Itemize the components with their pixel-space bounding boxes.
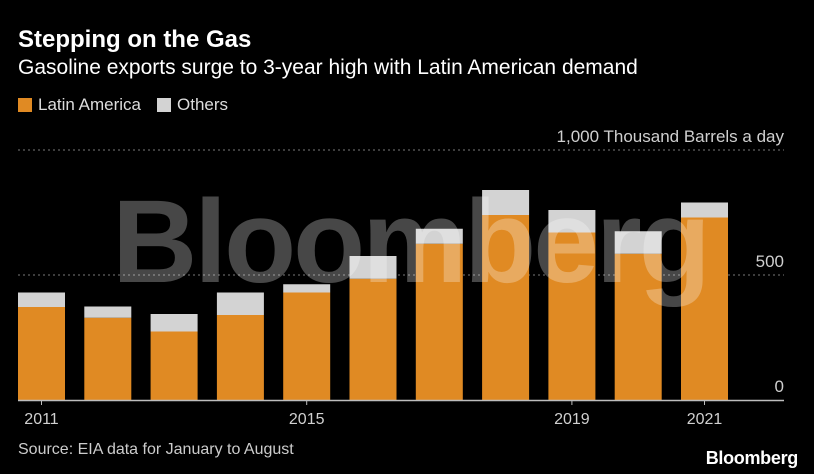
- bloomberg-watermark: Bloomberg: [112, 176, 708, 308]
- bar-latin-america-2014: [216, 315, 264, 400]
- chart-title: Stepping on the Gas: [18, 26, 252, 53]
- legend-swatch-others: [157, 98, 171, 112]
- bar-latin-america-2020: [614, 253, 662, 400]
- x-tick-label-2021: 2021: [687, 411, 723, 428]
- y-tick-label-500: 500: [756, 252, 784, 271]
- bar-latin-america-2013: [150, 331, 198, 400]
- bar-others-2018: [482, 190, 530, 215]
- y-tick-label-1000: 1,000 Thousand Barrels a day: [557, 127, 785, 146]
- chart-subtitle: Gasoline exports surge to 3-year high wi…: [18, 56, 638, 79]
- bar-others-2017: [415, 228, 463, 244]
- bar-latin-america-2012: [84, 317, 132, 400]
- x-tick-label-2011: 2011: [24, 411, 59, 428]
- bar-others-2013: [150, 314, 198, 332]
- bar-others-2020: [614, 231, 662, 254]
- legend: Latin America Others: [18, 95, 244, 115]
- legend-item-latin-america: Latin America: [18, 95, 141, 115]
- bar-latin-america-2015: [283, 292, 331, 400]
- legend-label-others: Others: [177, 95, 229, 114]
- x-tick-label-2019: 2019: [554, 411, 590, 428]
- bar-latin-america-2018: [482, 215, 530, 400]
- bar-others-2019: [548, 210, 596, 233]
- y-tick-label-0: 0: [775, 377, 784, 396]
- bar-latin-america-2019: [548, 232, 596, 400]
- source-note: Source: EIA data for January to August: [18, 441, 294, 458]
- bar-latin-america-2016: [349, 278, 397, 400]
- bar-others-2012: [84, 306, 132, 318]
- bar-latin-america-2017: [415, 243, 463, 400]
- legend-label-latin-america: Latin America: [38, 95, 141, 114]
- legend-swatch-latin-america: [18, 98, 32, 112]
- bar-latin-america-2011: [18, 307, 65, 400]
- bloomberg-logo: Bloomberg: [705, 448, 799, 468]
- bar-latin-america-2021: [681, 217, 728, 400]
- bar-others-2021: [681, 202, 728, 218]
- bar-others-2011: [18, 292, 65, 307]
- legend-item-others: Others: [157, 95, 228, 115]
- bar-others-2015: [283, 284, 331, 293]
- bar-others-2016: [349, 256, 397, 279]
- x-tick-label-2015: 2015: [289, 411, 325, 428]
- bar-others-2014: [216, 292, 264, 315]
